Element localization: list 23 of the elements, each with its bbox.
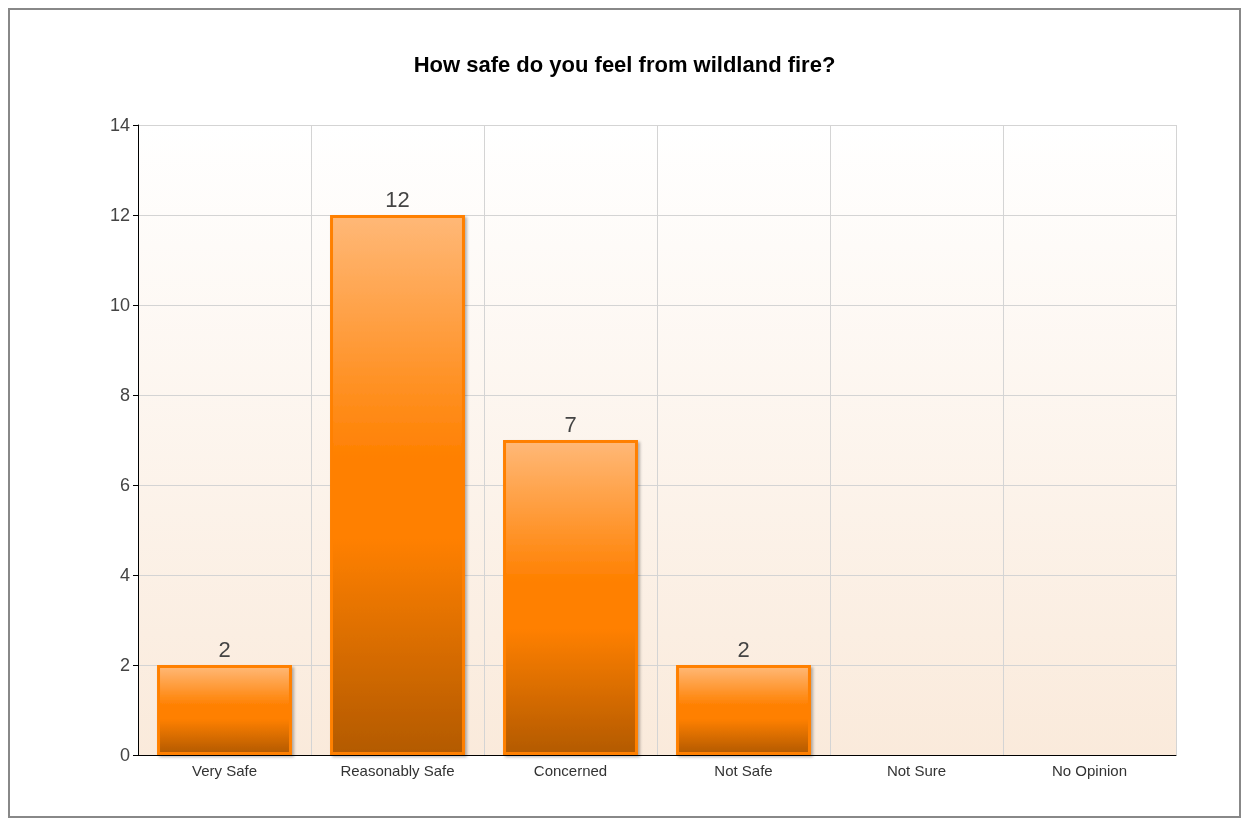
x-tick-label: Not Safe	[714, 762, 773, 779]
y-tick-label: 4	[119, 565, 130, 585]
y-tick-label: 8	[119, 385, 130, 405]
x-tick-label: Reasonably Safe	[340, 762, 455, 779]
data-label: 7	[564, 411, 577, 437]
y-tick-label: 12	[109, 205, 130, 225]
bar	[503, 440, 638, 755]
y-tick-label: 10	[109, 295, 130, 315]
data-label: 2	[737, 636, 750, 662]
data-label: 2	[218, 636, 231, 662]
y-tick-label: 0	[119, 745, 130, 765]
x-tick-label: No Opinion	[1051, 762, 1128, 779]
x-tick-label: Not Sure	[886, 762, 947, 779]
x-tick-label: Concerned	[533, 762, 608, 779]
bar	[676, 665, 811, 755]
y-tick-label: 14	[109, 115, 130, 135]
bar	[330, 215, 465, 755]
bar	[157, 665, 292, 755]
y-tick-label: 6	[119, 475, 130, 495]
y-tick-label: 2	[119, 655, 130, 675]
chart-title: How safe do you feel from wildland fire?	[413, 51, 836, 77]
data-label: 12	[385, 186, 410, 212]
x-tick-label: Very Safe	[191, 762, 258, 779]
